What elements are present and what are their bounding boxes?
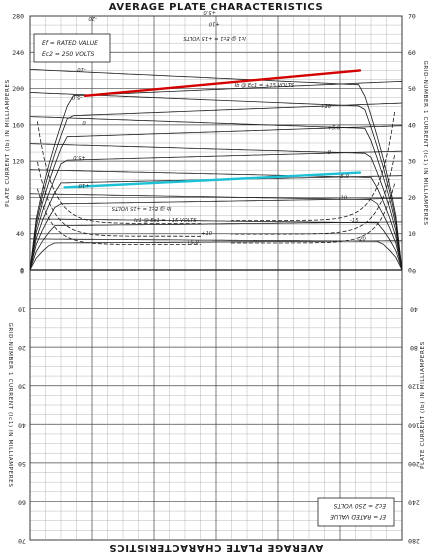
tick-label: 40 bbox=[18, 421, 26, 429]
plate-curve-bottom bbox=[29, 143, 403, 271]
curve-label-top: Ic1 @ Ec1 = +15 VOLTS bbox=[134, 218, 197, 224]
curve-label-top: 0 bbox=[328, 150, 332, 156]
legend-box-line-2: Ec2 = 250 VOLTS bbox=[42, 51, 95, 58]
tick-label: 160 bbox=[12, 121, 24, 129]
tick-label: 50 bbox=[18, 460, 26, 468]
curve-label-bottom: +5.0 bbox=[203, 9, 216, 15]
curve-label-top: -10 bbox=[339, 196, 348, 202]
characteristic-curves bbox=[29, 69, 403, 271]
curve-label-top: +5.0 bbox=[186, 240, 199, 246]
plate-curve-bottom bbox=[29, 169, 403, 271]
load-line bbox=[63, 171, 362, 189]
tick-label: 0 bbox=[408, 267, 412, 275]
tick-label: 80 bbox=[410, 344, 418, 352]
curve-label-top: -20 bbox=[357, 236, 366, 242]
tick-label: 240 bbox=[408, 498, 420, 506]
curve-label-top: +10 bbox=[201, 231, 213, 237]
plate-curve-bottom bbox=[29, 116, 403, 271]
legend-box-bottom: Ef = RATED VALUE Ec2 = 250 VOLTS bbox=[317, 497, 395, 527]
tick-label: 30 bbox=[18, 383, 26, 391]
plate-curve-bottom bbox=[29, 69, 403, 271]
tick-label: 120 bbox=[408, 383, 420, 391]
curve-label-bottom: 0 bbox=[82, 119, 86, 125]
legend-box-bottom-line-2: Ec2 = 250 VOLTS bbox=[333, 502, 386, 509]
curve-label-top: -15 bbox=[350, 218, 359, 224]
tick-label: 70 bbox=[408, 13, 416, 21]
curve-label-bottom: +10 bbox=[78, 182, 90, 188]
curve-label-bottom: Ib @ Ec1 = +15 VOLTS bbox=[111, 205, 171, 211]
load-lines bbox=[63, 69, 362, 189]
tick-label: 10 bbox=[18, 306, 26, 314]
tick-label: 60 bbox=[408, 49, 416, 57]
tick-label: 70 bbox=[18, 537, 26, 545]
grid-current-curve-bottom bbox=[230, 155, 395, 235]
axis-labels: PLATE CURRENT (Ib) IN MILLIAMPERES GRID-N… bbox=[5, 60, 428, 487]
curve-label-bottom: -5.0 bbox=[71, 94, 82, 100]
legend-box-top: Ef = RATED VALUE Ec2 = 250 VOLTS bbox=[33, 33, 111, 63]
tick-label: 120 bbox=[12, 158, 24, 166]
plate-curve-bottom bbox=[29, 193, 403, 271]
tick-label: 0 bbox=[20, 267, 24, 275]
tick-label: 20 bbox=[408, 194, 416, 202]
tick-label: 80 bbox=[16, 194, 24, 202]
tick-labels: 2802402001601208040070605040302010001020… bbox=[12, 13, 420, 546]
tick-label: 0 bbox=[20, 267, 24, 275]
tick-label: 40 bbox=[408, 121, 416, 129]
grid-current-curve-top bbox=[37, 188, 202, 245]
curve-label-top: -5.0 bbox=[339, 174, 350, 180]
grid-current-curve-top bbox=[37, 121, 202, 224]
legend-box-frame bbox=[33, 33, 111, 63]
curve-label-top: Ib @ Ec1 = +15 VOLTS bbox=[235, 83, 295, 89]
curve-label-top: +5.0 bbox=[328, 126, 341, 132]
curve-label-bottom: -10 bbox=[77, 66, 86, 72]
tick-label: 0 bbox=[412, 267, 416, 275]
tick-label: 60 bbox=[18, 498, 26, 506]
chart-title: AVERAGE PLATE CHARACTERISTICS bbox=[109, 2, 324, 13]
curve-label-bottom: +10 bbox=[208, 21, 220, 27]
grid-current-curve-bottom bbox=[230, 183, 395, 244]
tick-label: 50 bbox=[408, 85, 416, 93]
left-axis-label-top: PLATE CURRENT (Ib) IN MILLIAMPERES bbox=[5, 79, 11, 207]
tick-label: 280 bbox=[12, 13, 24, 21]
legend-box-bottom-line-1: Ef = RATED VALUE bbox=[330, 513, 386, 520]
load-line bbox=[83, 69, 362, 98]
plate-curve-bottom bbox=[29, 238, 403, 271]
tick-label: 40 bbox=[16, 230, 24, 238]
tick-label: 280 bbox=[408, 537, 420, 545]
tick-label: 10 bbox=[408, 230, 416, 238]
tick-label: 240 bbox=[12, 49, 24, 57]
grid-current-curve-top bbox=[37, 161, 202, 237]
tick-label: 30 bbox=[408, 158, 416, 166]
tick-label: 40 bbox=[410, 306, 418, 314]
legend-box-line-1: Ef = RATED VALUE bbox=[42, 40, 98, 47]
tick-label: 160 bbox=[408, 421, 420, 429]
curve-label-bottom: +5.0 bbox=[73, 154, 86, 160]
tick-label: 20 bbox=[18, 344, 26, 352]
curve-label-bottom: Ic1 @ Ec1 = +15 VOLTS bbox=[183, 35, 246, 41]
grid-current-curve-bottom bbox=[230, 111, 395, 221]
right-axis-label-bottom: PLATE CURRENT (Ib) IN MILLIAMPERES bbox=[420, 341, 426, 469]
chart-title-inverted: AVERAGE PLATE CHARACTERISTICS bbox=[109, 542, 324, 553]
left-axis-label-bottom: GRID-NUMBER 1 CURRENT (Ic1) IN MILLIAMPE… bbox=[7, 322, 13, 487]
right-axis-label-top: GRID-NUMBER 1 CURRENT (Ic1) IN MILLIAMPE… bbox=[422, 60, 428, 225]
curve-label-top: +10 bbox=[320, 104, 332, 110]
legend-box-bottom-frame bbox=[317, 497, 395, 527]
curve-label-bottom: -20 bbox=[88, 15, 97, 21]
tick-label: 200 bbox=[12, 85, 24, 93]
plate-curve-bottom bbox=[30, 218, 403, 271]
tick-label: 200 bbox=[408, 460, 420, 468]
